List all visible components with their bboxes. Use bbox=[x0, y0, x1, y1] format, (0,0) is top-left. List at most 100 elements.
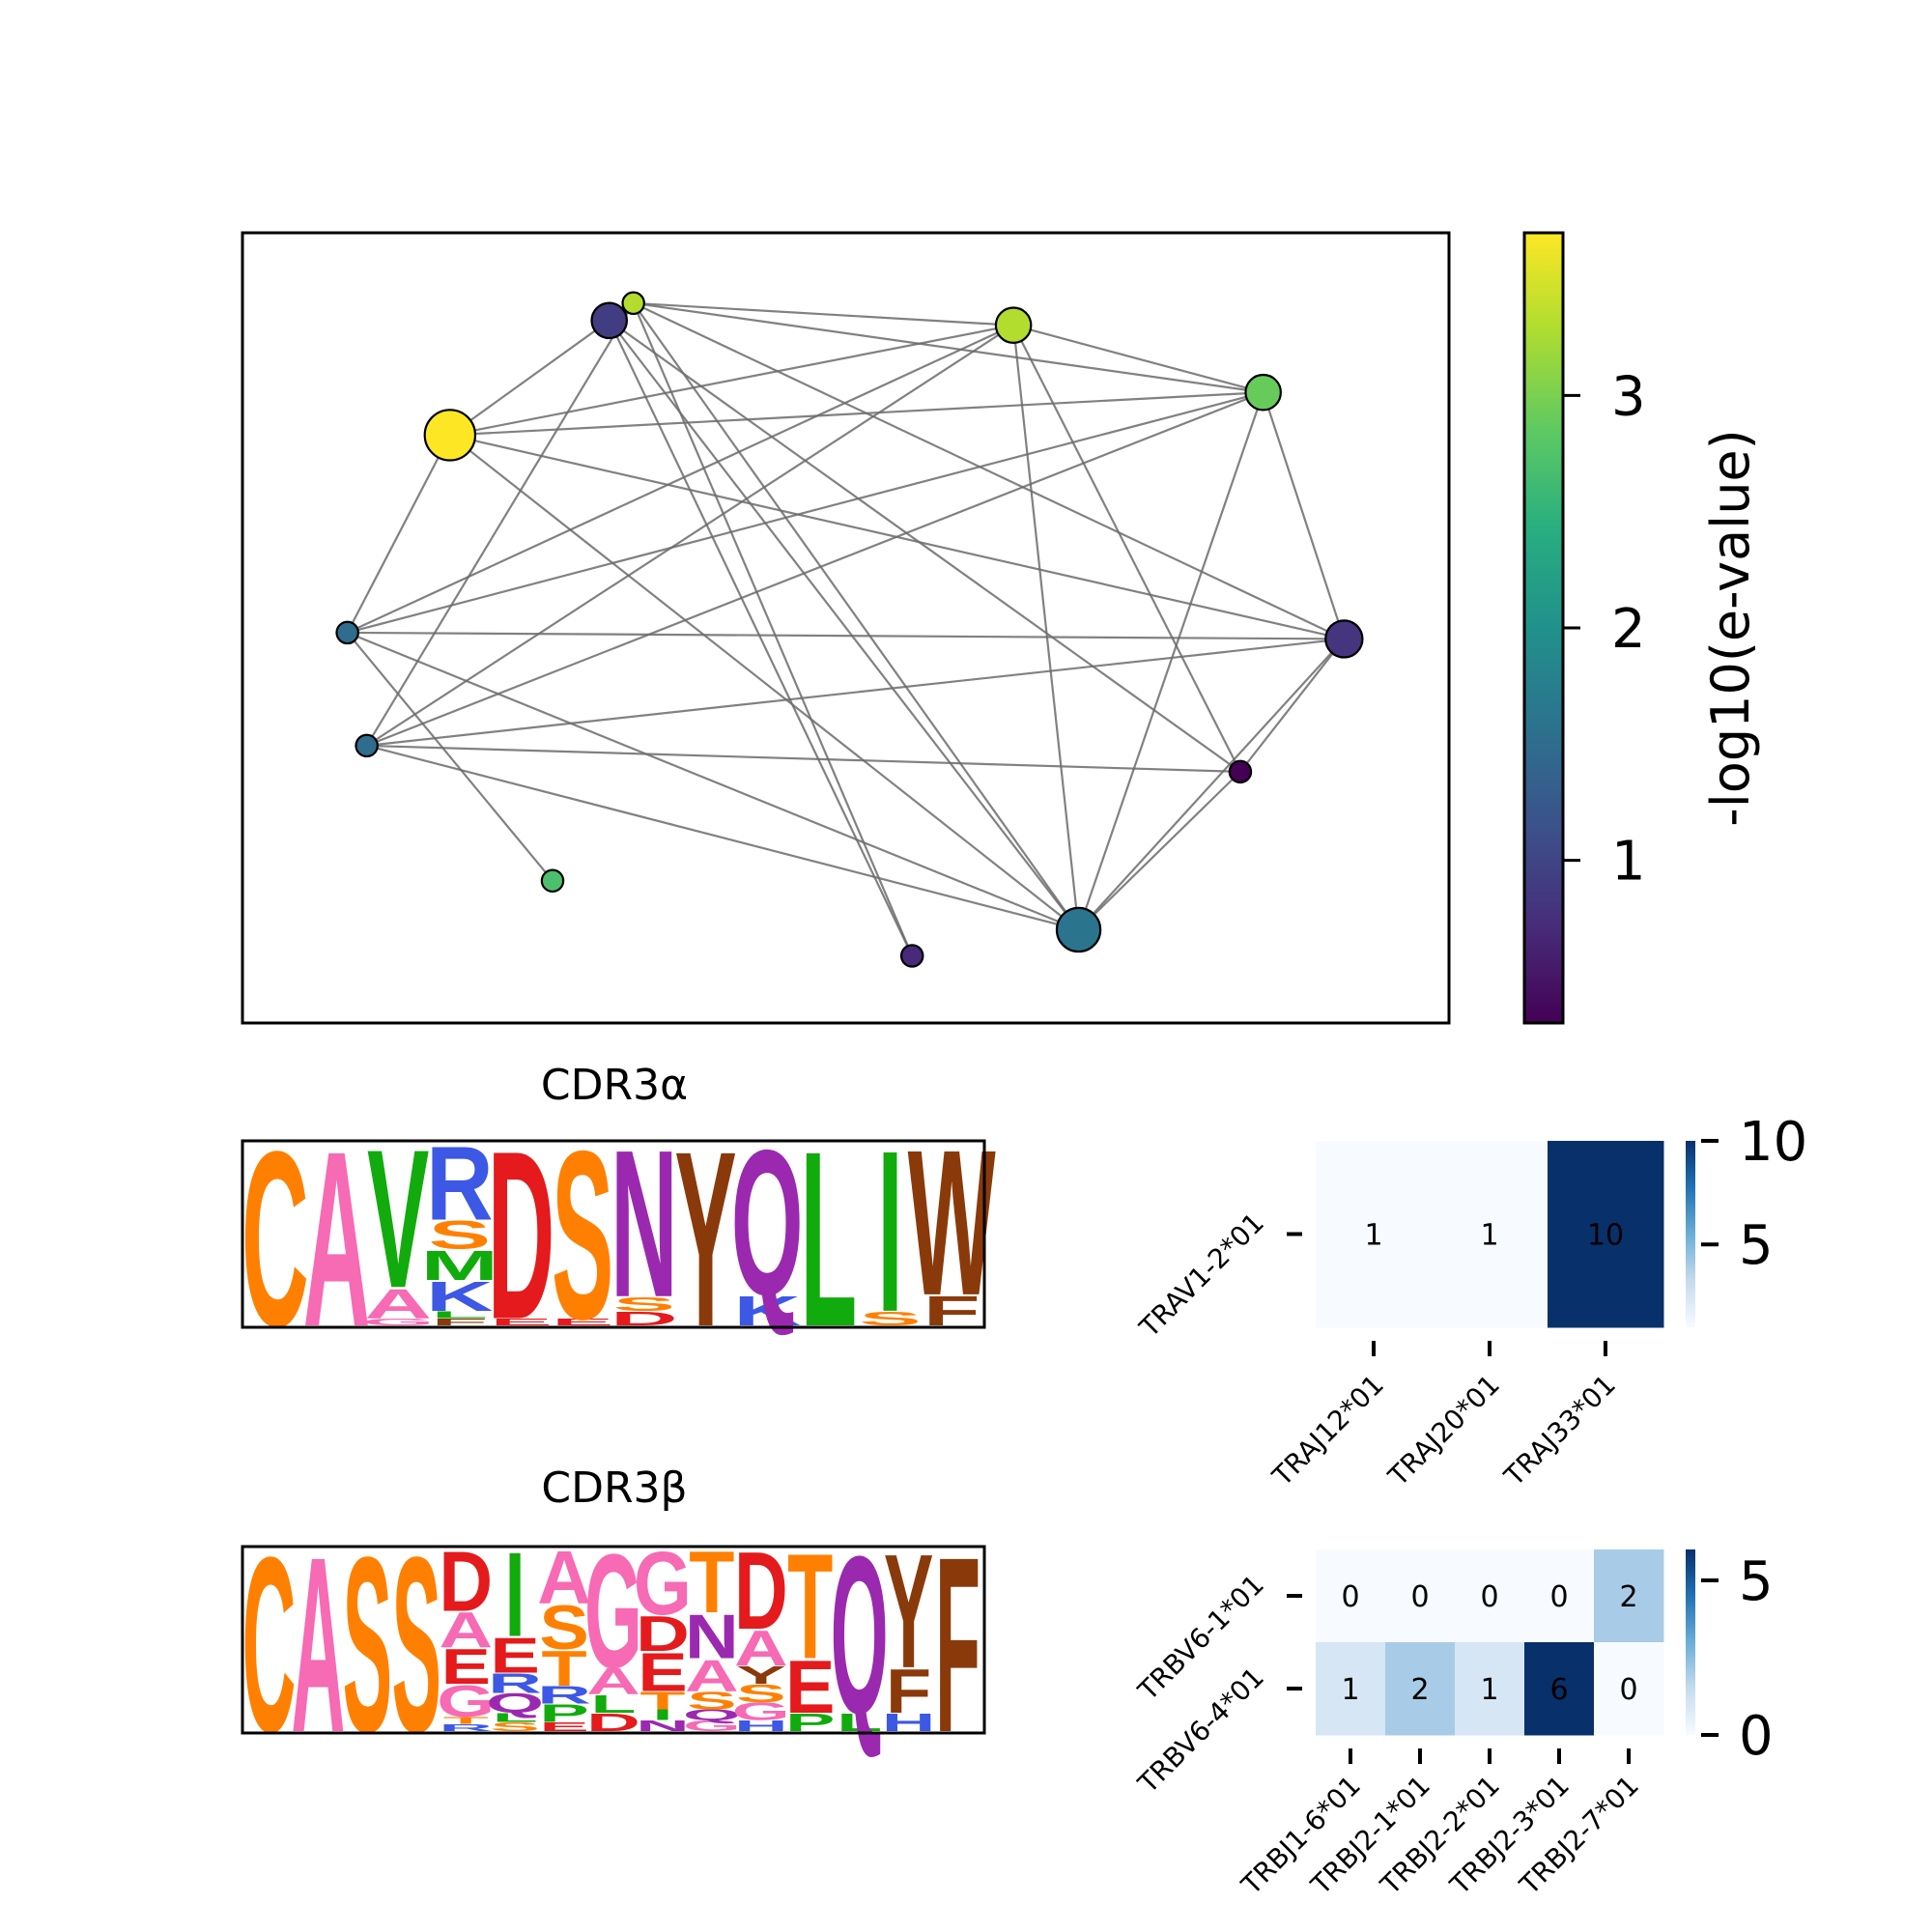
network-edge bbox=[1077, 638, 1346, 931]
logo-letter: E bbox=[638, 1642, 687, 1703]
logo-letter: G bbox=[584, 1520, 642, 1702]
heatmap-cell bbox=[1594, 1549, 1664, 1643]
logo-letter: H bbox=[734, 1718, 788, 1734]
heatmap-cell-value: 1 bbox=[1480, 1673, 1498, 1707]
logo-letter: I bbox=[504, 1527, 525, 1662]
heatmap-cell-value: 2 bbox=[1619, 1580, 1637, 1614]
heatmap-cell bbox=[1316, 1549, 1386, 1643]
heatmap-cell-value: 1 bbox=[1341, 1673, 1359, 1707]
network-node bbox=[1324, 619, 1364, 659]
heatmap-col-label: TRAJ12*01 bbox=[1265, 1369, 1390, 1493]
network-edge bbox=[449, 391, 1264, 437]
network-node bbox=[423, 409, 477, 462]
network-edge bbox=[346, 632, 554, 882]
network-node bbox=[590, 301, 628, 340]
heatmap-row-label: TRAV1-2*01 bbox=[1133, 1207, 1270, 1344]
logo-letter: S bbox=[539, 1594, 588, 1663]
logo-letter: F bbox=[886, 1658, 931, 1727]
cdr3-beta-frame bbox=[241, 1545, 986, 1735]
logo-letter: V bbox=[367, 1108, 429, 1329]
network-edge bbox=[366, 638, 1345, 747]
network-node bbox=[1055, 906, 1102, 953]
logo-letter: C bbox=[242, 1100, 309, 1379]
logo-letter: G bbox=[732, 1698, 790, 1726]
heatmap-colorbar-tick-label: 10 bbox=[1739, 1111, 1807, 1174]
logo-letter: M bbox=[421, 1241, 498, 1289]
logo-letter: S bbox=[552, 1100, 613, 1369]
heatmap-colorbar bbox=[1686, 1549, 1695, 1735]
logo-letter: E bbox=[785, 1646, 835, 1729]
logo-letter: E bbox=[552, 1317, 613, 1328]
network-node bbox=[994, 306, 1033, 345]
heatmap-cell bbox=[1455, 1549, 1525, 1643]
cdr3-beta-logo: CDR3β CAS SRTGEADSLQREIEPRTSADLAGNITEDGGQ… bbox=[241, 1463, 986, 1785]
logo-letter: R bbox=[426, 1124, 494, 1242]
network-edge bbox=[347, 324, 1014, 634]
heatmap-cell-value: 0 bbox=[1410, 1580, 1429, 1614]
heatmap-cell-value: 2 bbox=[1410, 1673, 1429, 1707]
heatmap-colorbar-tick-label: 0 bbox=[1739, 1705, 1774, 1768]
network-edge bbox=[1262, 391, 1346, 639]
network-node bbox=[335, 620, 359, 645]
network-edge bbox=[347, 631, 1345, 640]
logo-letter: F bbox=[431, 1317, 488, 1328]
heatmap-cell-value: 1 bbox=[1364, 1219, 1382, 1253]
network-colorbar-label: -log10(e-value) bbox=[1700, 429, 1761, 826]
network-edge bbox=[366, 744, 1079, 931]
colorbar-tick-label: 2 bbox=[1611, 598, 1646, 661]
network-edge bbox=[1077, 771, 1241, 931]
logo-letter: N bbox=[636, 1718, 690, 1734]
logo-letter: R bbox=[488, 1668, 542, 1699]
logo-letter: Q bbox=[683, 1707, 741, 1723]
network-node bbox=[621, 291, 645, 316]
cdr3-beta-title: CDR3β bbox=[541, 1463, 687, 1513]
logo-letter: T bbox=[541, 1640, 586, 1696]
network-edge bbox=[1239, 638, 1346, 773]
network-edge bbox=[366, 324, 1014, 747]
logo-letter: R bbox=[439, 1722, 493, 1734]
logo-letter: N bbox=[685, 1603, 739, 1672]
logo-letter: G bbox=[437, 1675, 495, 1726]
logo-letter: G bbox=[362, 1317, 435, 1328]
logo-letter: T bbox=[689, 1533, 734, 1631]
logo-letter: D bbox=[439, 1534, 493, 1630]
logo-letter: A bbox=[685, 1650, 739, 1701]
heatmap-beta: 0 0 0 0 21 2 1 6 0TRBV6-1*01TRBV6-4*01TRBJ1-6*01… bbox=[1131, 1549, 1774, 1901]
logo-letter: L bbox=[431, 1309, 488, 1321]
network-edge bbox=[346, 434, 451, 634]
logo-letter: A bbox=[439, 1603, 493, 1659]
network-colorbar: 1 2 3 -log10(e-value) bbox=[1522, 231, 1761, 1025]
network-edge bbox=[347, 391, 1264, 634]
logo-letter: G bbox=[634, 1534, 692, 1634]
logo-letter: D bbox=[488, 1100, 555, 1369]
logo-letter: T bbox=[443, 1715, 490, 1726]
logo-letter: G bbox=[683, 1718, 741, 1734]
heatmap-cell bbox=[1316, 1141, 1433, 1328]
cdr3-alpha-title: CDR3α bbox=[541, 1061, 688, 1110]
logo-letter: S bbox=[736, 1680, 785, 1708]
logo-letter: A bbox=[364, 1280, 432, 1327]
heatmap-cell bbox=[1455, 1642, 1525, 1736]
network-edge bbox=[1012, 325, 1080, 930]
network-node bbox=[899, 944, 924, 968]
logo-letter: Q bbox=[486, 1689, 544, 1719]
network-nodes bbox=[335, 291, 1364, 968]
heatmap-col-label: TRAJ20*01 bbox=[1381, 1369, 1506, 1493]
network-edge bbox=[1077, 391, 1264, 930]
network-edge bbox=[449, 319, 611, 437]
logo-letter: S bbox=[490, 1719, 539, 1734]
network-edge bbox=[608, 320, 1080, 931]
logo-letter: D bbox=[636, 1605, 690, 1662]
logo-letter: A bbox=[292, 1506, 346, 1785]
network-edge bbox=[1012, 325, 1241, 773]
heatmap-cell-value: 6 bbox=[1549, 1673, 1568, 1707]
logo-letter: A bbox=[303, 1100, 371, 1379]
logo-letter: I bbox=[652, 1707, 672, 1723]
network-edge bbox=[633, 301, 1014, 327]
logo-letter: S bbox=[343, 1506, 392, 1785]
logo-letter: Y bbox=[884, 1520, 933, 1702]
logo-letter: R bbox=[537, 1682, 591, 1710]
heatmap-cell-value: 0 bbox=[1619, 1673, 1637, 1707]
logo-letter: S bbox=[429, 1212, 491, 1257]
